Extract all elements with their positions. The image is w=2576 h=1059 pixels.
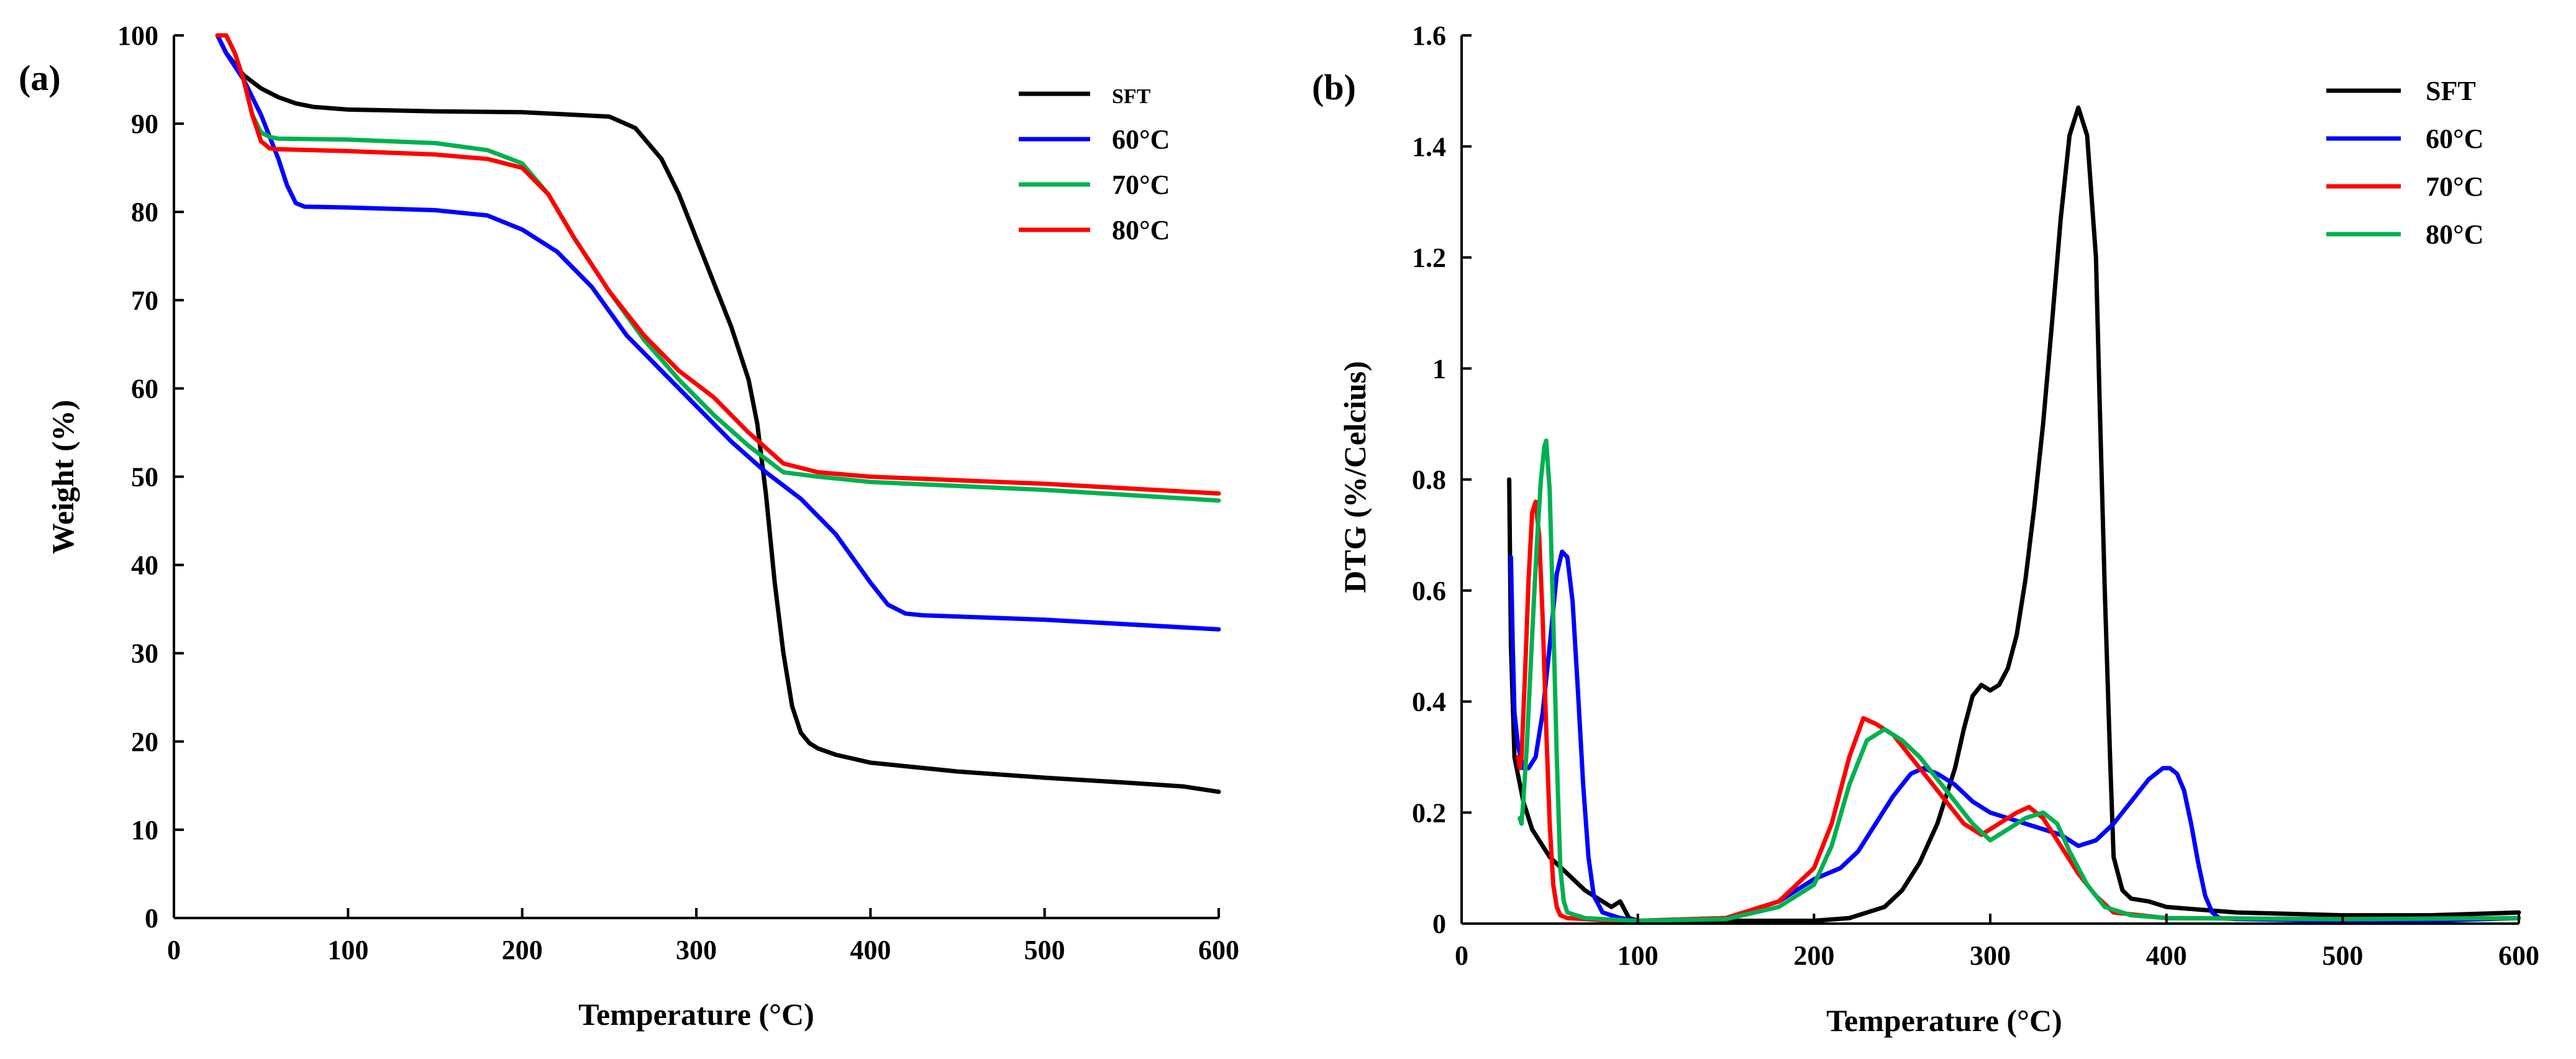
x-axis-title: Temperature (°C) [1826,1003,2062,1038]
y-tick-label: 1.2 [1412,243,1446,273]
y-tick-label: 0.2 [1412,798,1446,828]
y-tick-label: 1.4 [1412,132,1446,162]
y-tick-label: 100 [117,20,158,51]
y-tick-label: 1 [1432,353,1446,384]
x-tick-label: 300 [1970,940,2011,971]
y-tick-label: 10 [131,815,158,845]
y-tick-label: 80 [131,197,158,227]
series-line-b-1 [1508,549,2521,923]
y-tick-label: 0.8 [1412,465,1446,495]
x-tick-label: 100 [327,935,368,965]
legend-label: SFT [2426,76,2476,106]
legend-label: 80°C [1112,215,1170,245]
y-tick-label: 50 [131,462,158,493]
x-tick-label: 500 [1024,935,1065,965]
y-tick-label: 30 [131,639,158,669]
x-tick-label: 300 [676,935,717,965]
series-line-b-2 [1516,499,2521,923]
y-axis-title: DTG (%/Celcius) [1337,361,1372,593]
legend-label: 60°C [1112,124,1170,155]
y-tick-label: 1.6 [1412,20,1446,51]
legend: SFT 60°C 70°C 80°C [1019,85,1170,245]
y-tick-label: 90 [131,109,158,139]
y-axis-title: Weight (%) [45,400,80,555]
y-tick-label: 0 [145,903,158,934]
y-tick-label: 20 [131,727,158,757]
series-line-a-3 [215,33,1221,496]
legend-label: SFT [1112,85,1151,108]
chart-a: 0 100 200 300 400 500 600 0 10 20 30 40 50 60 70 80 90 10… [19,20,1239,1032]
legend-label: 70°C [1112,170,1170,200]
x-tick-label: 400 [2146,940,2187,971]
x-tick-label: 600 [1198,935,1239,965]
x-tick-label: 200 [502,935,543,965]
x-tick-label: 600 [2498,940,2539,971]
series-line-a-1 [215,33,1221,632]
series-line-b-0 [1507,105,2521,923]
x-tick-label: 500 [2322,940,2363,971]
y-tick-label: 60 [131,373,158,404]
legend-label: 80°C [2426,219,2483,250]
y-tick-label: 70 [131,285,158,316]
legend: SFT 60°C 70°C 80°C [2326,76,2483,250]
series-line-b-3 [1518,438,2521,923]
legend-label: 60°C [2426,124,2483,154]
x-tick-label: 200 [1793,940,1834,971]
x-axis-title: Temperature (°C) [578,997,814,1032]
x-tick-label: 0 [167,935,181,965]
panel-label: (a) [19,58,61,98]
series-line-a-0 [215,33,1221,794]
x-tick-label: 100 [1618,940,1659,971]
panel-label: (b) [1312,67,1356,107]
chart-b: 0 100 200 300 400 500 600 0 0.2 0.4 0.6 0.8 1 1.2 1.4 1… [1312,20,2539,1038]
y-tick-label: 0.6 [1412,576,1446,606]
legend-label: 70°C [2426,171,2483,202]
y-tick-label: 0.4 [1412,687,1446,717]
x-tick-label: 0 [1455,940,1468,971]
y-tick-label: 40 [131,550,158,581]
x-tick-label: 400 [850,935,891,965]
y-tick-label: 0 [1432,909,1446,939]
